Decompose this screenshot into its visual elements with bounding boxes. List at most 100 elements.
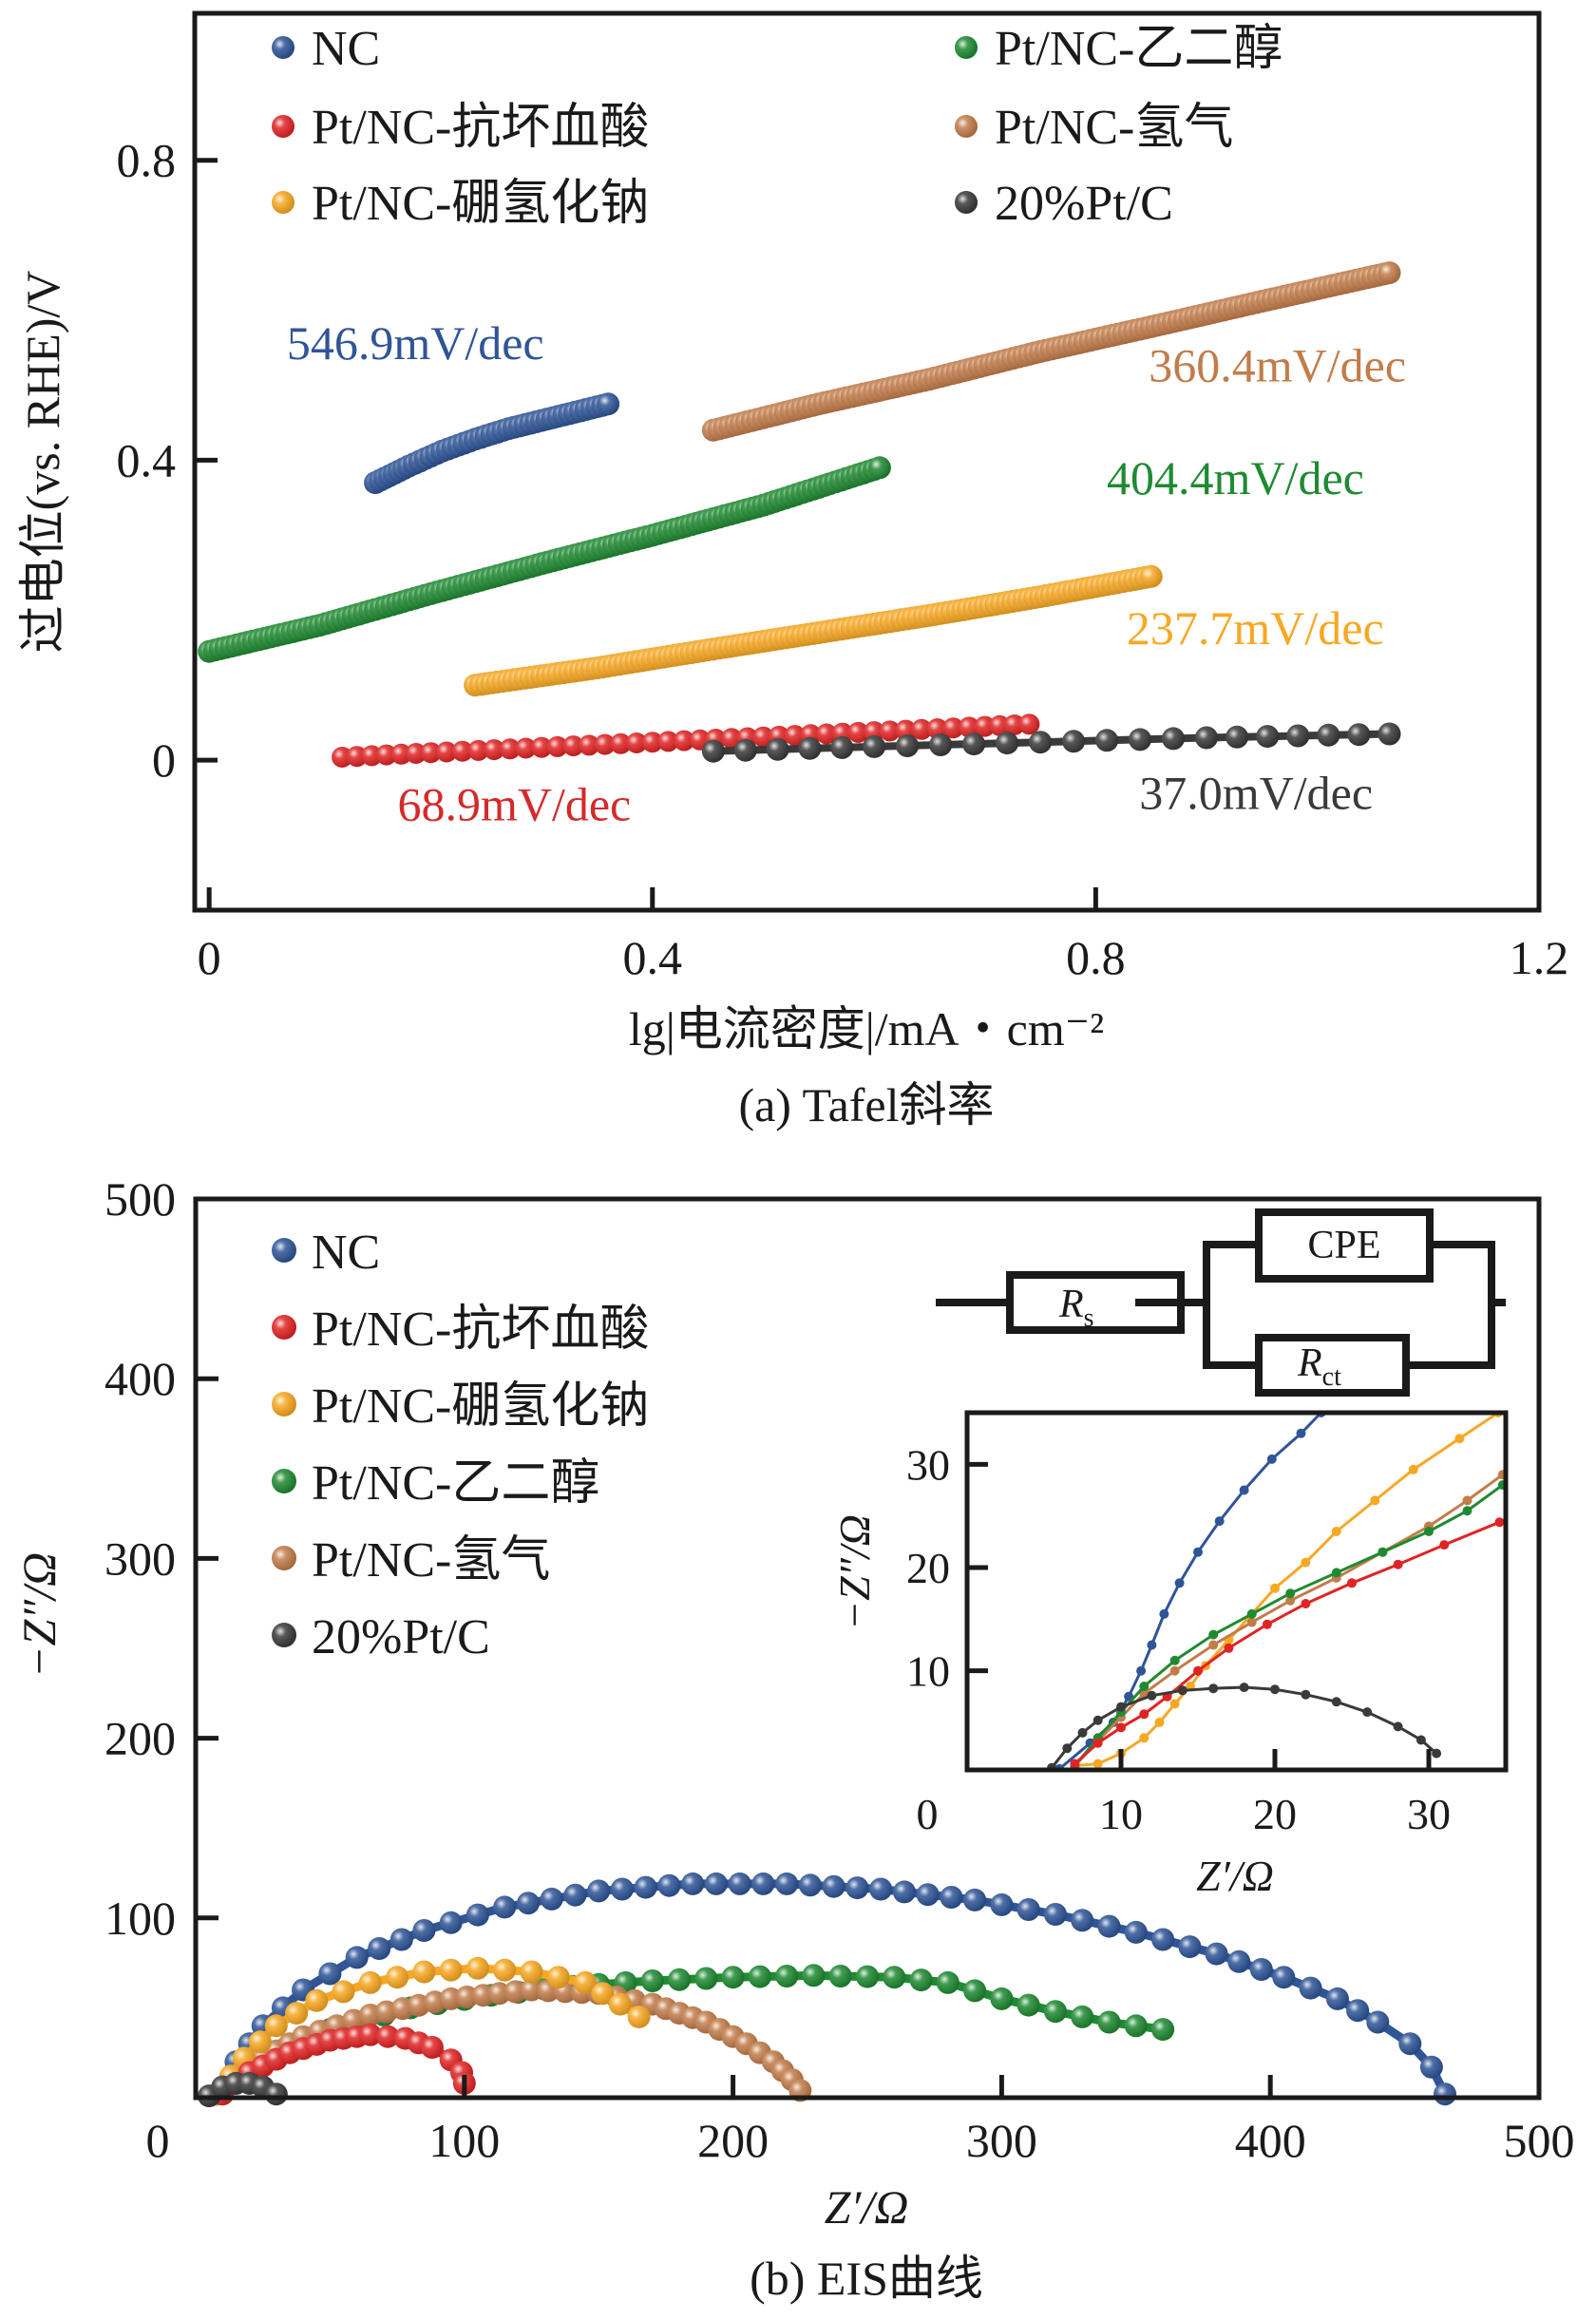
tafel-data-point — [1129, 728, 1151, 751]
eis-data-point — [634, 1875, 657, 1899]
tafel-data-point — [1095, 729, 1119, 752]
eis-x-tick-label: 0 — [146, 2114, 170, 2167]
tafel-slope-annotation: 237.7mV/dec — [1127, 601, 1384, 655]
eis-data-point — [591, 1982, 615, 2006]
tafel-x-tick-label: 0.4 — [623, 931, 683, 984]
inset-data-point — [1154, 1718, 1165, 1727]
inset-x-tick-label: 0 — [917, 1790, 939, 1838]
tafel-annotations: 546.9mV/dec 360.4mV/dec 404.4mV/dec 237.7mV… — [287, 316, 1406, 830]
tafel-slope-annotation: 404.4mV/dec — [1107, 451, 1364, 504]
eis-data-point — [439, 1911, 463, 1934]
tafel-slope-annotation: 68.9mV/dec — [397, 777, 631, 830]
tafel-slope-annotation: 546.9mV/dec — [287, 316, 544, 370]
tafel-data-point — [674, 730, 695, 751]
eis-data-point — [390, 1928, 413, 1951]
eis-data-point — [420, 2036, 444, 2059]
eis-data-point — [466, 1956, 489, 1980]
tafel-data-point — [863, 734, 886, 758]
inset-data-point — [1169, 1655, 1180, 1665]
inset-data-point — [1424, 1527, 1434, 1536]
eis-data-point — [305, 1988, 329, 2012]
inset-data-point — [1301, 1599, 1311, 1608]
eis-legend-label: NC — [312, 1226, 380, 1280]
eis-data-point — [681, 1872, 705, 1895]
tafel-y-tick-label: 0.8 — [117, 134, 177, 187]
eis-data-point — [721, 1966, 745, 1989]
inset-data-point — [1285, 1588, 1296, 1599]
circuit-rct-sub: ct — [1322, 1362, 1341, 1392]
inset-data-point — [1462, 1495, 1472, 1506]
eis-legend-item: Pt/NC-硼氢化钠 — [272, 1379, 649, 1434]
eis-data-point — [798, 1873, 822, 1897]
eis-data-point — [318, 1962, 342, 1986]
eis-data-point — [990, 1892, 1014, 1916]
eis-data-point — [332, 1980, 355, 2004]
inset-data-point — [1262, 1619, 1272, 1629]
tafel-data-point — [847, 721, 869, 743]
eis-y-axis-title: −Z″/Ω — [12, 1552, 66, 1678]
tafel-data-point — [1139, 564, 1163, 588]
eis-data-point — [1124, 2014, 1148, 2038]
tafel-data-point — [451, 740, 473, 762]
inset-series-group — [1047, 1413, 1506, 1770]
tafel-data-point — [562, 735, 584, 757]
inset-data-point — [1147, 1640, 1157, 1650]
eis-y-tick-label: 300 — [104, 1531, 176, 1585]
inset-data-point — [1296, 1428, 1306, 1438]
eis-data-point — [936, 1970, 960, 1994]
tafel-data-point — [436, 741, 458, 763]
eis-data-point — [802, 1964, 826, 1987]
inset-series-3 — [1070, 1480, 1506, 1770]
tafel-slope-annotation: 360.4mV/dec — [1149, 339, 1406, 392]
inset-data-point — [1169, 1665, 1180, 1676]
inset-data-point — [1147, 1690, 1157, 1701]
tafel-legend-item: Pt/NC-抗坏血酸 — [272, 101, 649, 155]
eis-data-point — [775, 1965, 799, 1987]
eis-data-point — [493, 1958, 517, 1982]
eis-data-point — [439, 1958, 463, 1982]
eis-legend-label: Pt/NC-抗坏血酸 — [312, 1303, 649, 1357]
tafel-legend-item: 20%Pt/C — [955, 177, 1173, 231]
eis-data-point — [1016, 1993, 1040, 2017]
eis-data-point — [1097, 1914, 1121, 1938]
inset-data-point — [1139, 1733, 1150, 1743]
eis-data-point — [1044, 1903, 1067, 1926]
inset-data-point — [1136, 1665, 1147, 1676]
tafel-data-point — [942, 717, 964, 739]
tafel-series-3 — [198, 456, 891, 663]
eis-x-tick-label: 300 — [966, 2114, 1037, 2167]
inset-data-point — [1139, 1682, 1150, 1691]
tafel-data-point — [1226, 725, 1249, 749]
inset-data-point — [1301, 1689, 1311, 1700]
tafel-data-point — [499, 738, 521, 760]
eis-data-point — [883, 1966, 906, 1989]
eis-data-point — [640, 1969, 664, 1992]
inset-data-point — [1214, 1516, 1225, 1527]
tafel-data-point — [375, 744, 397, 766]
legend-marker-icon — [955, 36, 978, 59]
eis-data-point — [828, 1965, 852, 1987]
inset-data-point — [1378, 1547, 1388, 1557]
tafel-x-tick-label: 0 — [198, 931, 221, 984]
tafel-data-point — [911, 718, 933, 740]
inset-data-point — [1116, 1722, 1126, 1733]
tafel-data-point — [929, 733, 953, 756]
eis-series-group — [198, 1872, 1456, 2108]
tafel-data-point — [701, 739, 725, 763]
eis-data-point — [1325, 1987, 1349, 2010]
tafel-data-point — [546, 735, 568, 757]
tafel-legend-label: 20%Pt/C — [995, 177, 1173, 231]
inset-data-point — [1331, 1568, 1341, 1578]
eis-inset-chart: 10 20 30 0 10 20 30 Z′/Ω −Z″/Ω — [830, 1410, 1509, 1900]
eis-data-point — [963, 1979, 987, 2003]
circuit-rct-main: R — [1297, 1341, 1322, 1385]
eis-data-point — [728, 1872, 751, 1895]
tafel-data-point — [361, 745, 383, 767]
eis-data-point — [909, 1968, 933, 1992]
tafel-data-point — [798, 736, 822, 760]
tafel-data-point — [1195, 726, 1218, 750]
eis-data-point — [694, 1967, 718, 1990]
tafel-data-point — [1378, 722, 1401, 746]
tafel-data-point — [896, 734, 920, 757]
